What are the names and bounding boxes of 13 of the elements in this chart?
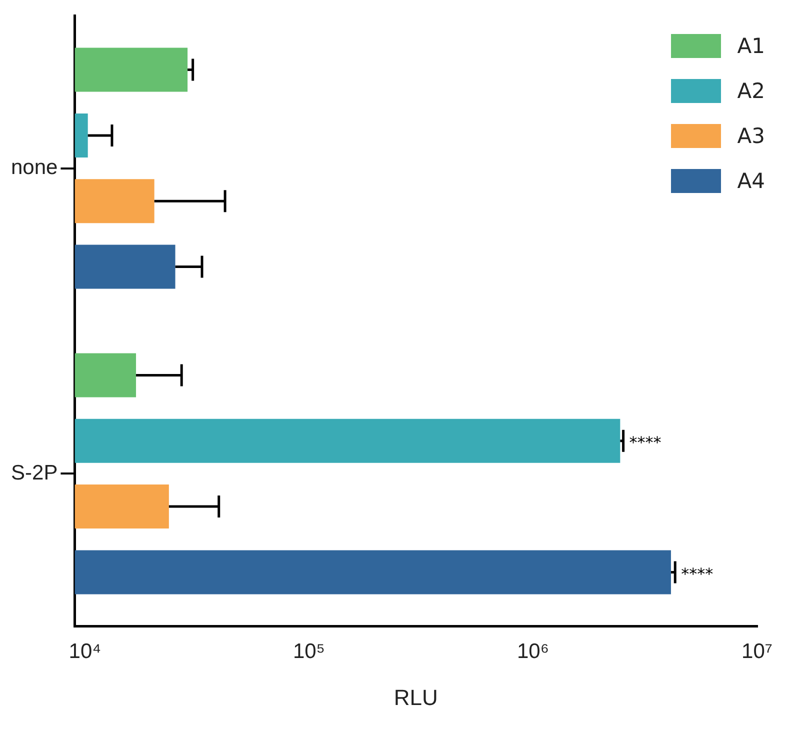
x-axis-title: RLU [394,684,438,710]
legend-label: A4 [737,169,765,193]
y-tick-label: none [11,156,58,180]
y-tick-label: S-2P [11,461,58,484]
x-tick-label: 10⁶ [516,640,549,663]
x-tick-label: 10⁵ [292,640,326,663]
data-label: **** [681,564,714,584]
legend-label: A2 [737,79,765,103]
legend-label: A1 [737,34,765,58]
x-tick-label: 10⁴ [68,640,102,663]
data-label: **** [629,433,662,452]
legend-label: A3 [737,124,765,148]
x-tick-label: 10⁷ [742,640,772,663]
